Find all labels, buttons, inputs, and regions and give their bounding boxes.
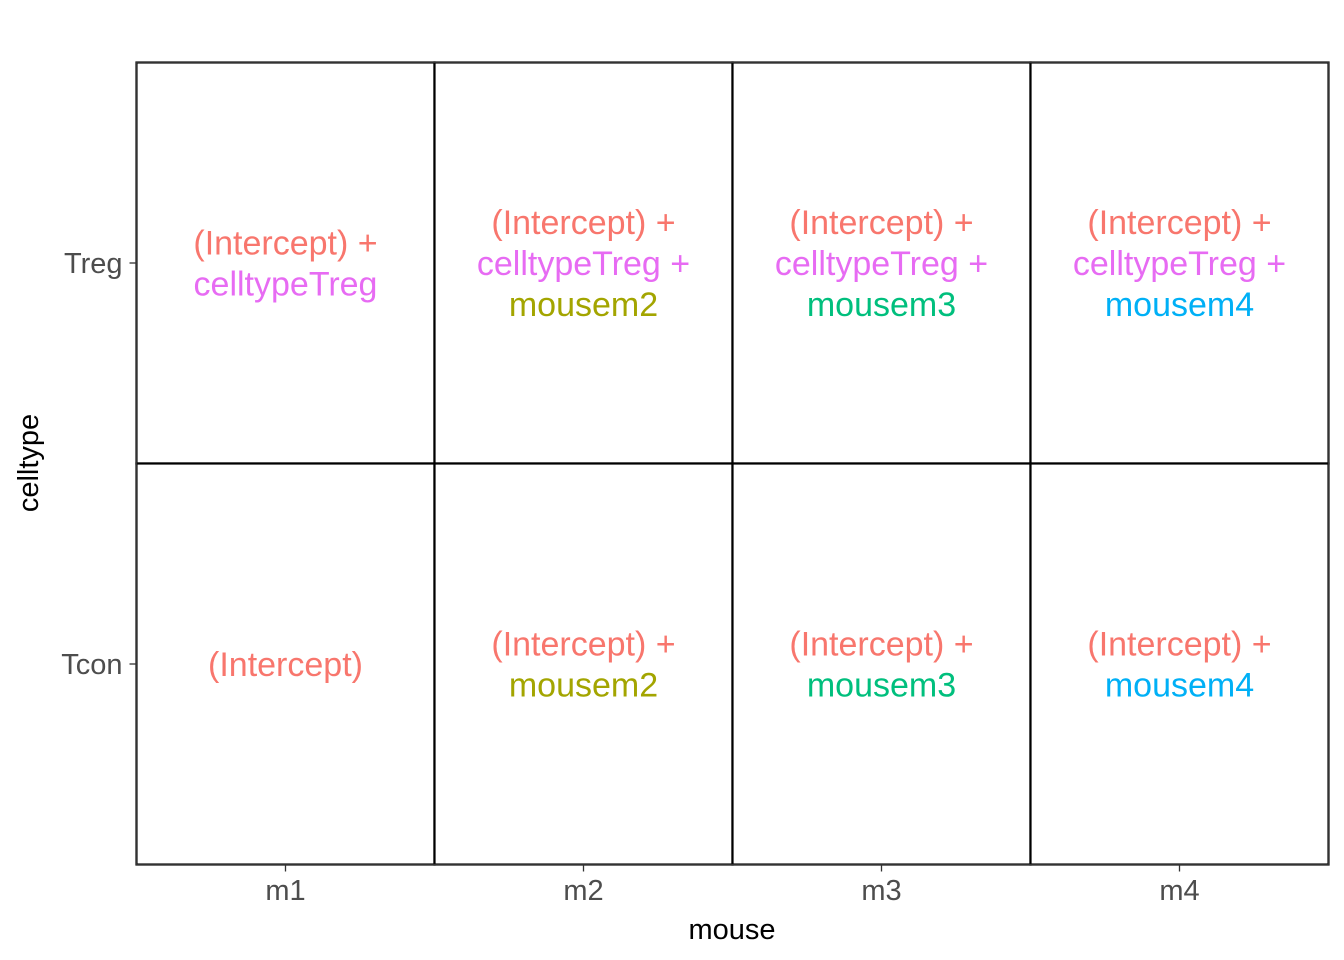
- tile-term-label: celltypeTreg: [194, 266, 378, 304]
- x-axis: m1 m2 m3 m4: [265, 864, 1200, 907]
- cell-layer: (Intercept) +celltypeTreg(Intercept) +ce…: [135, 61, 1330, 866]
- tile-term-label: mousem3: [807, 286, 956, 324]
- tile-m3-Tcon: (Intercept) +mousem3: [731, 462, 1032, 866]
- tile-border: [1029, 462, 1330, 866]
- tile-term-label: celltypeTreg +: [477, 245, 690, 283]
- tile-m3-Treg: (Intercept) +celltypeTreg +mousem3: [731, 61, 1032, 465]
- tile-term-label: (Intercept): [208, 646, 363, 684]
- panel-border: [135, 61, 1330, 866]
- tile-m4-Tcon: (Intercept) +mousem4: [1029, 462, 1330, 866]
- tile-m2-Treg: (Intercept) +celltypeTreg +mousem2: [433, 61, 734, 465]
- y-axis-title: celltype: [13, 414, 45, 512]
- tile-m4-Treg: (Intercept) +celltypeTreg +mousem4: [1029, 61, 1330, 465]
- tile-term-label: mousem3: [807, 667, 956, 705]
- x-tick-label: m3: [861, 875, 901, 907]
- tile-border: [433, 462, 734, 866]
- tile-term-label: (Intercept) +: [1087, 626, 1271, 664]
- tile-term-label: (Intercept) +: [789, 204, 973, 242]
- x-tick-label: m1: [265, 875, 305, 907]
- tile-border: [135, 462, 436, 866]
- tile-border: [135, 61, 436, 465]
- tile-term-label: mousem4: [1105, 286, 1254, 324]
- tile-border: [1029, 61, 1330, 465]
- tile-term-label: mousem2: [509, 667, 658, 705]
- x-tick-label: m4: [1159, 875, 1199, 907]
- tile-term-label: (Intercept) +: [491, 626, 675, 664]
- tile-term-label: (Intercept) +: [193, 225, 377, 263]
- tile-border: [433, 61, 734, 465]
- tile-term-label: (Intercept) +: [1087, 204, 1271, 242]
- tile-m1-Treg: (Intercept) +celltypeTreg: [135, 61, 436, 465]
- tile-term-label: (Intercept) +: [491, 204, 675, 242]
- tile-term-label: mousem4: [1105, 667, 1254, 705]
- tile-m1-Tcon: (Intercept): [135, 462, 436, 866]
- tile-term-label: (Intercept) +: [789, 626, 973, 664]
- tile-border: [731, 462, 1032, 866]
- y-tick-label: Treg: [64, 248, 123, 280]
- tile-term-label: celltypeTreg +: [775, 245, 988, 283]
- x-axis-title: mouse: [688, 914, 775, 946]
- y-axis: Tcon Treg: [61, 248, 137, 681]
- tile-term-label: celltypeTreg +: [1073, 245, 1286, 283]
- tile-term-label: mousem2: [509, 286, 658, 324]
- tile-m2-Tcon: (Intercept) +mousem2: [433, 462, 734, 866]
- x-tick-label: m2: [563, 875, 603, 907]
- y-tick-label: Tcon: [61, 649, 122, 681]
